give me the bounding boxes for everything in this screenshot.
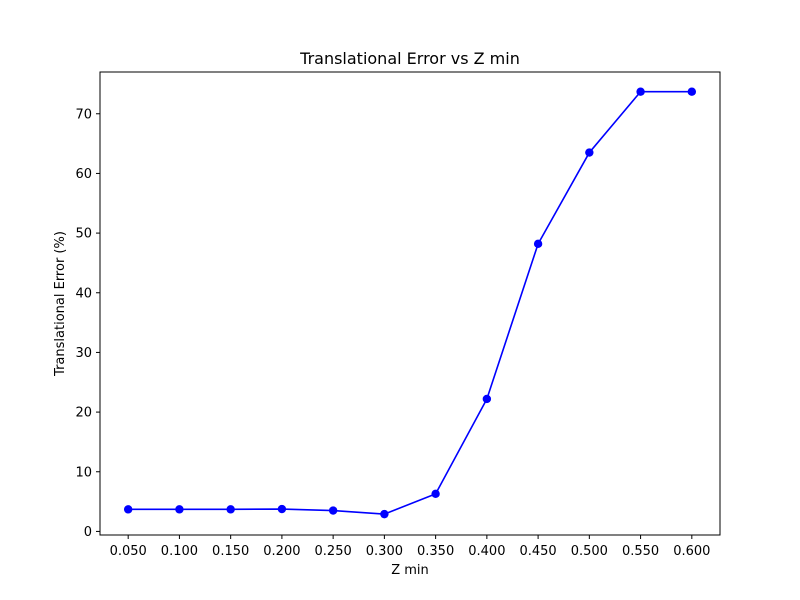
- chart-title: Translational Error vs Z min: [299, 49, 520, 68]
- x-tick-label: 0.250: [315, 544, 352, 559]
- y-tick-label: 40: [75, 286, 92, 301]
- x-tick-label: 0.300: [366, 544, 403, 559]
- y-axis: 0 10 20 30 40 50 60 70: [75, 107, 100, 540]
- data-point: [431, 489, 440, 499]
- data-point: [123, 505, 133, 514]
- series-layer: [123, 87, 697, 519]
- data-point: [687, 87, 697, 96]
- data-point: [380, 509, 389, 519]
- x-tick-label: 0.050: [110, 544, 147, 559]
- x-tick-label: 0.350: [417, 544, 454, 559]
- x-tick-label: 0.100: [161, 544, 198, 559]
- data-point: [328, 506, 338, 515]
- data-point: [636, 87, 645, 96]
- plot-frame: [99, 71, 721, 536]
- data-point: [226, 505, 235, 514]
- y-tick-label: 60: [75, 167, 92, 182]
- y-tick-label: 0: [84, 525, 92, 540]
- x-tick-label: 0.400: [468, 544, 505, 559]
- y-tick-label: 30: [75, 346, 92, 361]
- x-tick-label: 0.200: [263, 544, 300, 559]
- y-tick-label: 10: [75, 465, 92, 480]
- data-point: [533, 239, 543, 249]
- y-tick-label: 70: [75, 107, 92, 122]
- x-axis-label: Z min: [391, 563, 429, 578]
- x-tick-label: 0.550: [622, 544, 659, 559]
- x-tick-label: 0.450: [519, 544, 556, 559]
- data-point: [175, 505, 184, 514]
- x-tick-label: 0.150: [212, 544, 249, 559]
- series-line: [128, 90, 692, 515]
- y-tick-label: 20: [75, 406, 92, 421]
- data-point: [277, 504, 287, 514]
- x-tick-label: 0.500: [571, 544, 608, 559]
- data-point: [585, 148, 594, 157]
- y-axis-label: Translational Error (%): [53, 231, 68, 377]
- y-tick-label: 50: [75, 227, 92, 242]
- data-point: [482, 394, 492, 404]
- x-axis: 0.050 0.100 0.150 0.200 0.250 0.300 0.350 0.400…: [110, 535, 710, 559]
- x-tick-label: 0.600: [673, 544, 710, 559]
